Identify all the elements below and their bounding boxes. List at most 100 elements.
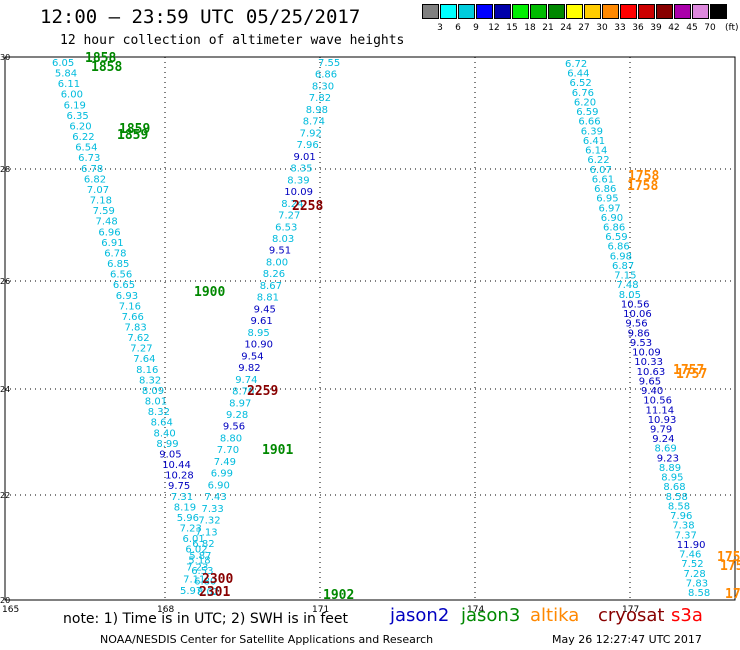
wave-height-label: 7.16 <box>119 301 141 312</box>
color-swatch <box>494 4 511 19</box>
pass-time-label: 1859 <box>117 128 148 143</box>
legend-s3a-label: s3a <box>671 605 703 626</box>
map-gridlines <box>5 57 735 600</box>
wave-height-label: 6.41 <box>583 136 605 147</box>
wave-height-label: 6.61 <box>592 174 614 185</box>
pass-time-label: 17 <box>725 587 740 602</box>
color-scale-tick: 3 <box>437 23 443 33</box>
wave-height-label: 9.45 <box>254 304 276 315</box>
pass-time-label: 2259 <box>247 384 278 399</box>
wave-height-tracks: 6.055.846.116.006.196.356.206.226.546.73… <box>52 58 710 599</box>
color-swatch <box>422 4 439 19</box>
wave-height-label: 10.28 <box>165 471 194 482</box>
wave-height-label: 8.16 <box>136 365 158 376</box>
wave-height-label: 7.59 <box>93 206 115 217</box>
pass-time-label: 175 <box>717 550 740 565</box>
wave-height-label: 6.20 <box>69 122 91 133</box>
wave-height-label: 7.11 <box>183 574 205 585</box>
wave-height-label: 8.35 <box>290 164 312 175</box>
wave-height-label: 6.73 <box>78 153 100 164</box>
wave-height-label: 6.00 <box>61 90 83 101</box>
wave-height-label: 6.78 <box>104 248 126 259</box>
color-swatch <box>440 4 457 19</box>
wave-height-label: 7.32 <box>198 516 220 527</box>
wave-height-label: 6.97 <box>599 203 621 214</box>
wave-height-label: 5.87 <box>189 551 211 562</box>
wave-height-label: 8.68 <box>663 482 685 493</box>
color-swatch <box>512 4 529 19</box>
longitude-tick-label: 168 <box>157 605 174 615</box>
legend-s3a: s3a <box>671 605 703 626</box>
footer-timestamp: May 26 12:27:47 UTC 2017 <box>552 633 702 646</box>
longitude-ticks: 165 168 171 174 177 <box>2 605 639 615</box>
wave-height-label: 6.19 <box>64 100 86 111</box>
wave-height-label: 6.86 <box>315 70 337 81</box>
color-scale-tick: 45 <box>686 23 698 33</box>
wave-height-label: 6.76 <box>572 88 594 99</box>
wave-height-label: 6.96 <box>98 227 120 238</box>
wave-height-label: 5.84 <box>55 69 77 80</box>
color-swatch <box>548 4 565 19</box>
wave-height-label: 6.66 <box>578 117 600 128</box>
wave-height-label: 11.90 <box>677 540 706 551</box>
wave-height-label: 11.14 <box>646 405 675 416</box>
wave-height-label: 8.97 <box>229 398 251 409</box>
wave-height-label: 9.65 <box>639 376 661 387</box>
wave-height-label: 7.33 <box>202 504 224 515</box>
wave-height-label: 8.89 <box>659 463 681 474</box>
wave-height-label: 6.65 <box>113 280 135 291</box>
wave-height-label: 8.95 <box>248 328 270 339</box>
wave-height-label: 8.81 <box>257 293 279 304</box>
wave-height-label: 6.07 <box>590 165 612 176</box>
wave-height-label: 8.74 <box>303 117 325 128</box>
wave-height-label: 6.14 <box>585 146 607 157</box>
wave-height-label: 10.09 <box>284 187 313 198</box>
color-swatch <box>584 4 601 19</box>
pass-time-label: 1757 <box>673 363 704 378</box>
color-scale-tick: 30 <box>596 23 608 33</box>
wave-height-label: 9.01 <box>294 152 316 163</box>
longitude-tick-label: 174 <box>467 605 484 615</box>
wave-height-label: 6.20 <box>574 98 596 109</box>
pass-time-label: 1901 <box>262 443 293 458</box>
wave-height-label: 10.56 <box>621 300 650 311</box>
longitude-tick-label: 177 <box>622 605 639 615</box>
wave-height-label: 8.64 <box>151 418 173 429</box>
wave-height-label: 8.03 <box>272 234 294 245</box>
wave-height-label: 6.82 <box>84 174 106 185</box>
color-scale-tick: 39 <box>650 23 662 33</box>
wave-height-label: 6.95 <box>596 194 618 205</box>
latitude-tick-label: 28 <box>0 165 10 174</box>
wave-height-label: 9.61 <box>251 316 273 327</box>
wave-height-label: 8.95 <box>661 473 683 484</box>
wave-height-label: 8.58 <box>688 588 710 599</box>
wave-height-label: 6.72 <box>565 59 587 70</box>
wave-height-label: 10.56 <box>643 396 672 407</box>
wave-height-label: 8.05 <box>619 290 641 301</box>
color-scale-tick: 15 <box>506 23 518 33</box>
wave-height-label: 6.91 <box>101 238 123 249</box>
color-scale-tick: 6 <box>455 23 461 33</box>
wave-height-label: 7.48 <box>96 217 118 228</box>
wave-height-label: 7.64 <box>133 354 155 365</box>
pass-time-label: 2301 <box>199 585 230 600</box>
wave-height-label: 8.32 <box>139 375 161 386</box>
color-swatch <box>620 4 637 19</box>
wave-height-label: 7.38 <box>672 521 694 532</box>
wave-height-label: 8.01 <box>145 397 167 408</box>
wave-height-label: 8.19 <box>174 502 196 513</box>
wave-height-label: 9.23 <box>657 453 679 464</box>
wave-height-label: 10.09 <box>632 348 661 359</box>
wave-height-label: 8.30 <box>312 82 334 93</box>
wave-height-label: 9.74 <box>235 375 257 386</box>
legend-cryosat: cryosat <box>598 605 664 626</box>
wave-height-label: 7.83 <box>125 323 147 334</box>
wave-height-label: 7.27 <box>278 211 300 222</box>
color-scale-tick: 21 <box>542 23 554 33</box>
wave-height-label: 6.39 <box>581 126 603 137</box>
color-swatch <box>476 4 493 19</box>
latitude-tick-label: 24 <box>0 385 10 394</box>
legend-jason2: jason2 <box>390 605 449 626</box>
longitude-tick-label: 171 <box>312 605 329 615</box>
